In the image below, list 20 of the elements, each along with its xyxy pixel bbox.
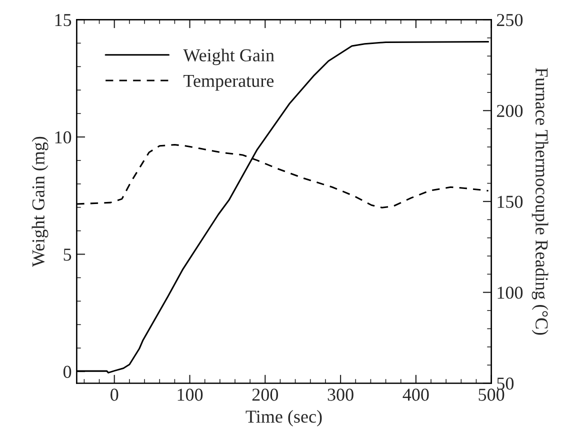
x-tick-label: 0 [110,388,118,401]
y-tick-label: 10 [55,131,72,144]
x-tick-label: 500 [478,388,504,401]
x-axis-title: Time (sec) [246,410,322,426]
x-tick-label: 100 [178,388,203,401]
x-tick-label: 400 [402,388,429,401]
x-tick-label: 200 [252,388,278,401]
y-tick-label: 15 [55,14,72,26]
y-tick-label: 0 [63,366,72,378]
y2-axis-title: Furnace Thermocouple Reading (°C) [532,68,548,335]
y2-tick-label: 250 [496,14,523,26]
legend-label: Temperature [184,74,274,91]
y2-tick-label: 100 [498,286,523,299]
y2-tick-label: 50 [497,378,514,390]
y2-tick-label: 200 [496,104,523,118]
y2-tick-label: 150 [498,196,523,208]
legend-label: Weight Gain [183,48,274,66]
x-tick-label: 300 [328,388,354,401]
y-tick-label: 5 [64,248,72,261]
y-axis-title: Weight Gain (mg) [32,136,48,267]
